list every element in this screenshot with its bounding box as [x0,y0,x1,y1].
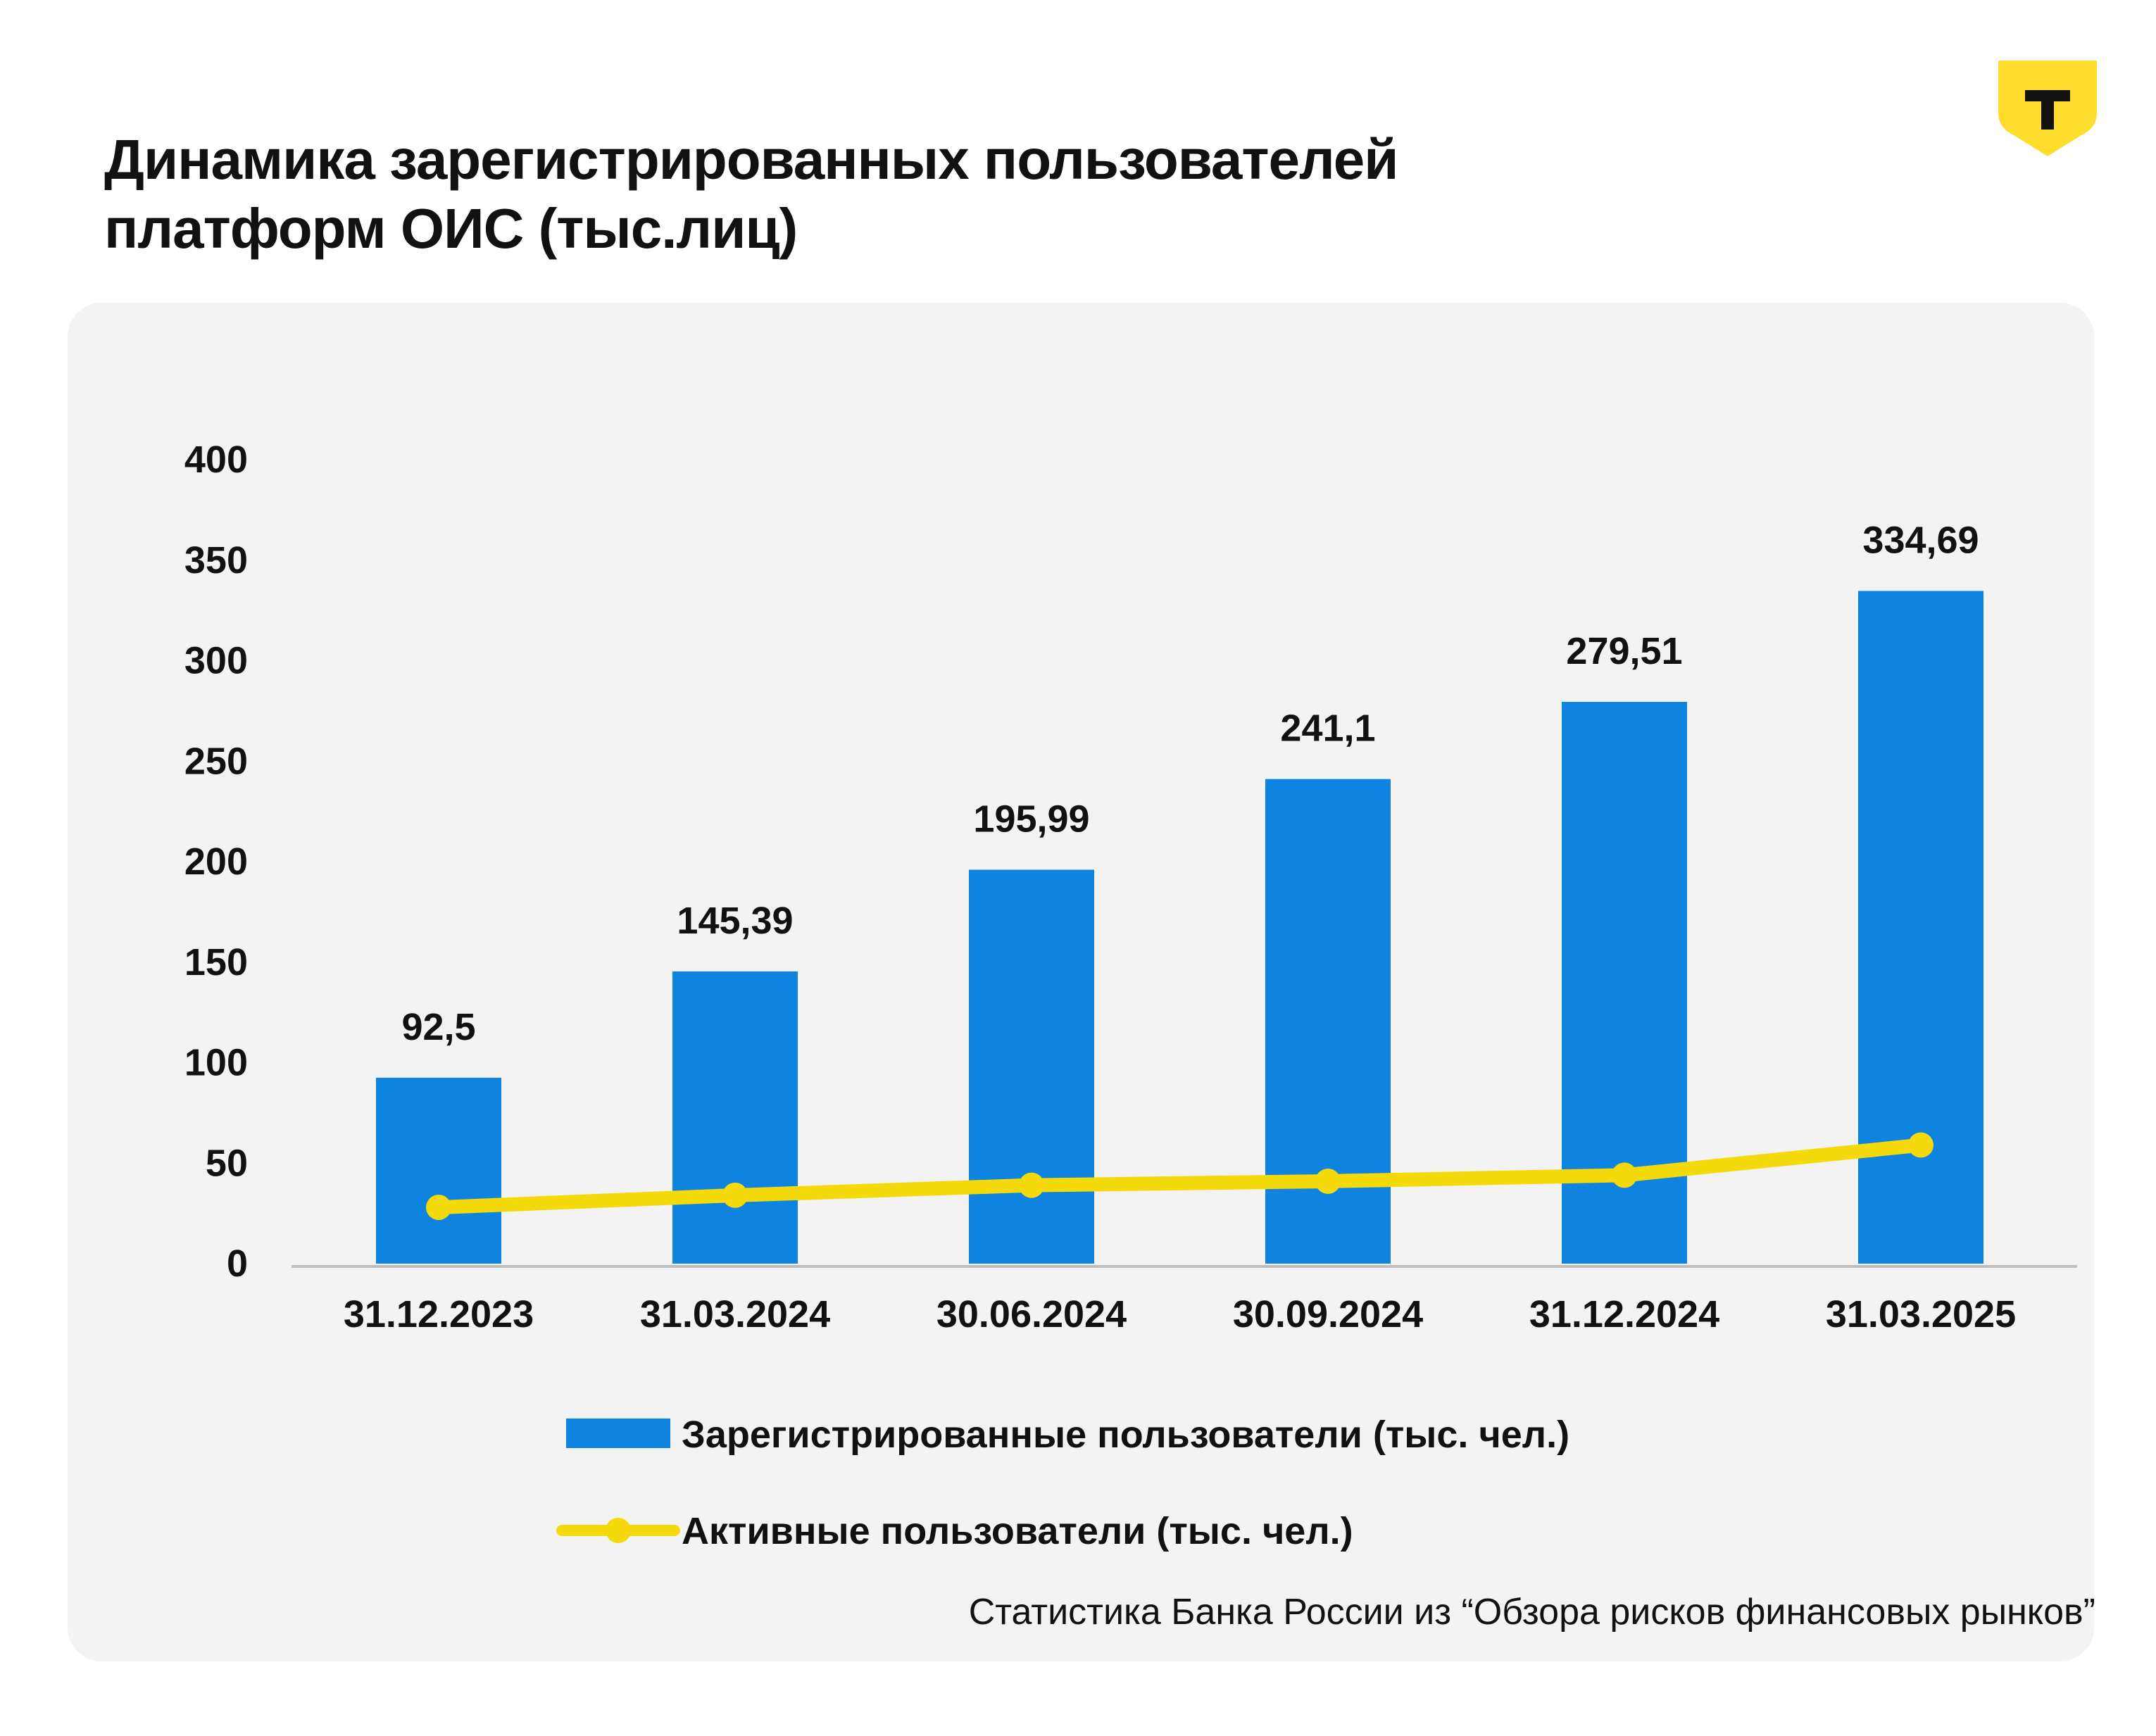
legend-swatch-active-point [606,1518,631,1543]
legend-label-active: Активные пользователи (тыс. чел.) [682,1510,1353,1552]
chart-title-line-2: платформ ОИС (тыс.лиц) [104,197,798,260]
y-tick-label: 250 [184,740,248,782]
data-label: 241,1 [1280,707,1375,750]
data-label: 145,39 [677,900,793,942]
y-tick-label: 200 [184,841,248,883]
series-line-active-users [432,1138,1928,1215]
legend-label-registered: Зарегистрированные пользователи (тыс. че… [682,1414,1569,1456]
brand-logo-icon [1998,61,2097,156]
x-tick-label: 31.12.2024 [1529,1293,1719,1335]
y-tick-label: 350 [184,539,248,581]
line-point [426,1195,451,1221]
data-label: 279,51 [1566,630,1682,672]
logo-letter-t [2025,90,2070,130]
bar [1858,591,1983,1264]
data-label: 92,5 [401,1006,475,1048]
line-point [1612,1162,1637,1188]
source-note: Статистика Банка России из “Обзора риско… [968,1592,2095,1633]
x-tick-label: 30.09.2024 [1233,1293,1423,1335]
line-point [1908,1132,1933,1158]
y-tick-label: 50 [206,1142,248,1184]
chart-panel: 0 50 100 150 200 250 300 350 400 92,5 145,39 195,99… [68,303,2094,1661]
line-point [1315,1168,1341,1194]
x-tick-label: 31.12.2023 [344,1293,534,1335]
bar [672,971,798,1264]
y-tick-label: 100 [184,1042,248,1084]
y-tick-label: 0 [227,1243,248,1285]
y-tick-label: 300 [184,640,248,682]
line-point [722,1182,748,1208]
bar [969,869,1094,1264]
data-label: 334,69 [1862,519,1979,561]
bar-line-chart: 0 50 100 150 200 250 300 350 400 92,5 145,39 195,99… [184,439,2077,1552]
bar [376,1077,501,1264]
y-tick-label: 150 [184,941,248,983]
x-tick-label: 31.03.2025 [1826,1293,2016,1335]
line-point [1019,1172,1044,1198]
data-label: 195,99 [973,798,1089,840]
y-tick-label: 400 [184,439,248,481]
x-tick-label: 30.06.2024 [936,1293,1127,1335]
x-tick-label: 31.03.2024 [640,1293,830,1335]
chart-title-line-1: Динамика зарегистрированных пользователе… [104,128,1398,191]
legend-swatch-registered [566,1419,670,1448]
chart-title: Динамика зарегистрированных пользователе… [104,125,1864,263]
